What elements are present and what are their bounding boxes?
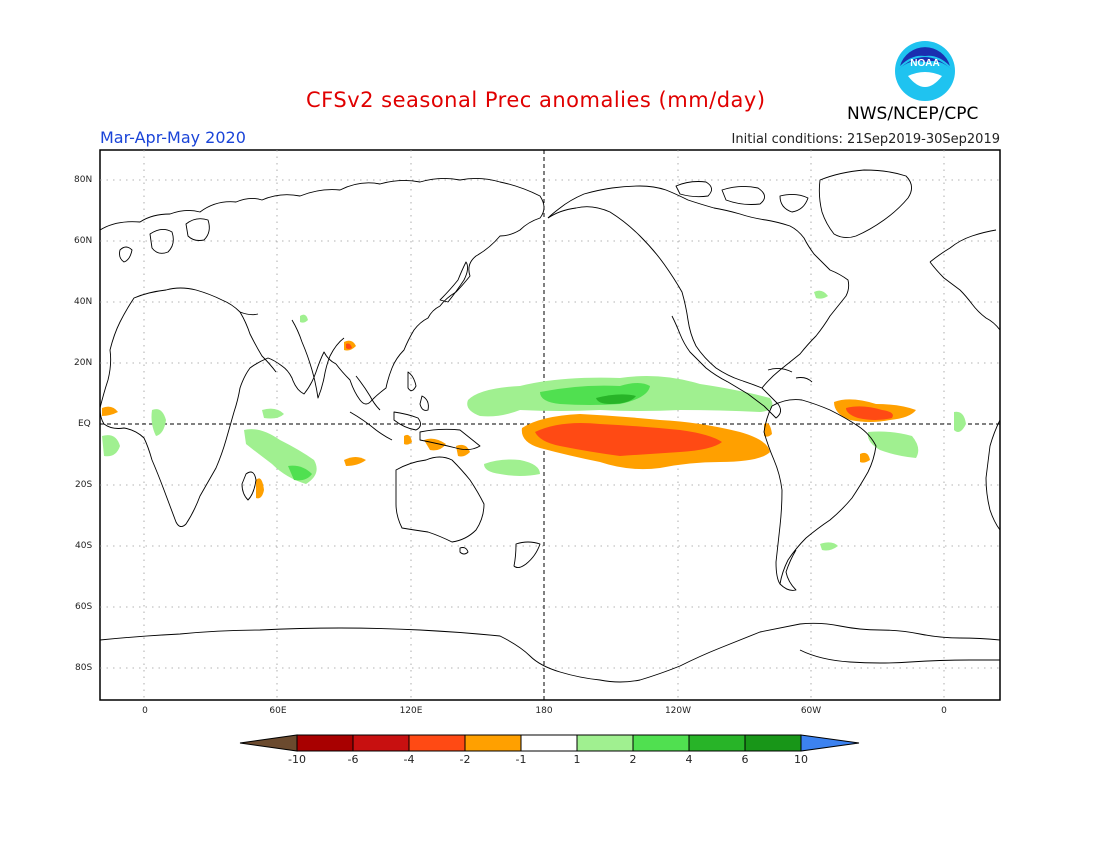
noaa-logo: NOAA	[895, 41, 955, 101]
lat-label-40n: 40N	[74, 297, 93, 307]
map-title: CFSv2 seasonal Prec anomalies (mm/day)	[306, 88, 766, 112]
colorbar-label: -1	[515, 753, 527, 766]
colorbar-bin-4	[464, 734, 522, 752]
colorbar-label: 2	[629, 753, 637, 766]
colorbar-bin-6	[576, 734, 634, 752]
colorbar-bin-7	[632, 734, 690, 752]
lon-label-180: 180	[535, 706, 553, 716]
colorbar-max-arrow	[800, 734, 860, 752]
colorbar-label: 6	[741, 753, 749, 766]
lat-label-20n: 20N	[74, 358, 93, 368]
south-america-outline	[771, 399, 877, 591]
colorbar-label: 1	[573, 753, 581, 766]
colorbar-label: 10	[794, 753, 808, 766]
eurasia-africa-outline	[99, 177, 545, 527]
agency-label: NWS/NCEP/CPC	[847, 104, 979, 124]
lon-label-0-east: 0	[941, 706, 947, 716]
colorbar-label: -6	[347, 753, 359, 766]
lat-label-60n: 60N	[74, 236, 93, 246]
colorbar-bin-1	[296, 734, 354, 752]
colorbar-bin-5	[520, 734, 578, 752]
lon-label-60w: 60W	[800, 706, 822, 716]
lat-label-80s: 80S	[75, 663, 93, 673]
anomaly-shading	[102, 290, 966, 551]
lat-label-40s: 40S	[75, 541, 93, 551]
colorbar-label: -10	[288, 753, 306, 766]
colorbar-label: -2	[459, 753, 471, 766]
lat-label-60s: 60S	[75, 602, 93, 612]
colorbar-bin-3	[408, 734, 466, 752]
colorbar	[239, 734, 860, 752]
graticule	[100, 150, 1000, 700]
lon-label-120w: 120W	[664, 706, 692, 716]
svg-text:NOAA: NOAA	[910, 58, 939, 69]
coastlines	[99, 169, 1001, 683]
colorbar-bin-2	[352, 734, 410, 752]
lon-label-60e: 60E	[269, 706, 287, 716]
colorbar-label: -4	[403, 753, 415, 766]
lat-label-20s: 20S	[75, 480, 93, 490]
north-america-outline	[547, 206, 781, 419]
initial-conditions-label: Initial conditions: 21Sep2019-30Sep2019	[731, 132, 1000, 147]
colorbar-label: 4	[685, 753, 693, 766]
colorbar-bin-9	[744, 734, 802, 752]
colorbar-min-arrow	[239, 734, 298, 752]
australia-outline	[395, 456, 485, 543]
colorbar-bin-8	[688, 734, 746, 752]
lat-label-eq: EQ	[78, 419, 91, 429]
antarctica-outline	[99, 622, 1001, 683]
lat-label-80n: 80N	[74, 175, 93, 185]
season-label: Mar-Apr-May 2020	[100, 128, 246, 147]
lon-label-120e: 120E	[399, 706, 423, 716]
lon-label-0: 0	[142, 706, 148, 716]
